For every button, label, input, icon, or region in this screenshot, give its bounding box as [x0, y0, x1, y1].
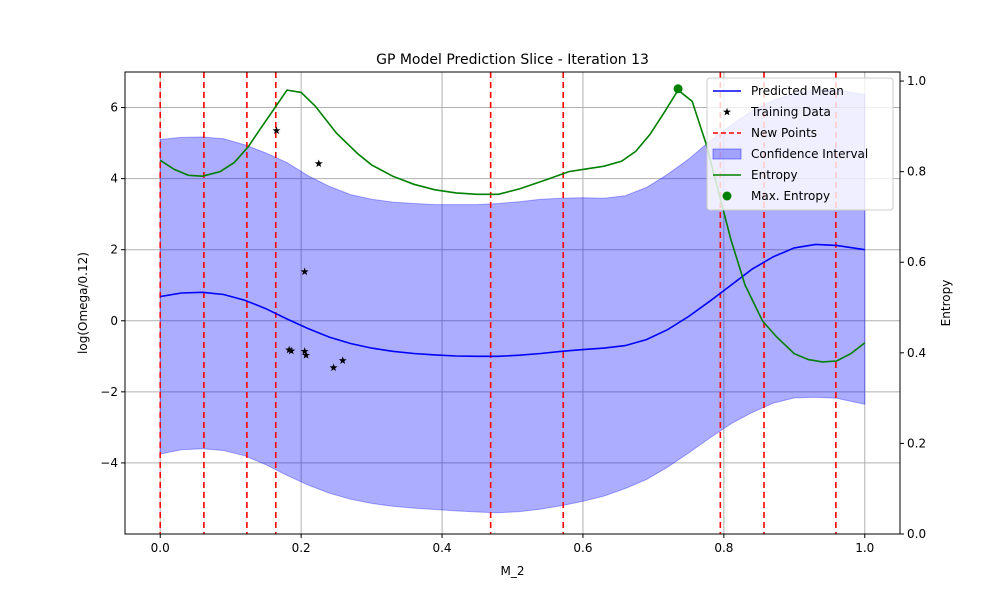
training-data-point — [285, 345, 294, 354]
x-tick-label: 1.0 — [855, 541, 874, 555]
x-tick-label: 0.6 — [573, 541, 592, 555]
x-tick-label: 0.0 — [151, 541, 170, 555]
x-tick-label: 0.8 — [714, 541, 733, 555]
y2-tick-label: 0.2 — [907, 436, 926, 450]
training-data-point — [300, 267, 309, 276]
y2-tick-label: 0.6 — [907, 255, 926, 269]
x-tick-label: 0.2 — [292, 541, 311, 555]
confidence-band-layer — [159, 89, 866, 514]
legend-label: Predicted Mean — [751, 84, 844, 98]
new-points-layer — [159, 72, 837, 534]
y-axis-label: log(Omega/0.12) — [76, 252, 90, 354]
y-tick-label: 2 — [110, 243, 118, 257]
legend-swatch-dot — [722, 191, 732, 201]
predicted-mean-line — [160, 243, 865, 358]
legend-label: Max. Entropy — [751, 189, 830, 203]
training-data-point — [272, 126, 281, 135]
legend-swatch-patch — [712, 148, 742, 160]
axis-ticks: 0.0 0.2 0.4 0.6 0.8 1.0 −4 −2 0 2 4 6 0.0 0.2 0.4 0.6 0.… — [100, 74, 926, 555]
training-data-point — [302, 351, 311, 359]
y2-tick-label: 0.8 — [907, 165, 926, 179]
y-tick-label: 6 — [110, 101, 118, 115]
x-axis-label: M_2 — [501, 564, 525, 578]
plot-frame — [124, 71, 901, 535]
y2-tick-label: 1.0 — [907, 74, 926, 88]
legend-label: Confidence Interval — [751, 147, 868, 161]
y-tick-label: −4 — [100, 456, 118, 470]
entropy-layer — [159, 84, 866, 363]
legend: Predicted Mean Training Data New Points Con… — [706, 77, 894, 211]
training-data-point — [287, 346, 296, 355]
y2-tick-label: 0.0 — [907, 527, 926, 541]
y-tick-label: −2 — [100, 385, 118, 399]
legend-box — [706, 77, 894, 211]
y-tick-label: 0 — [110, 314, 118, 328]
y2-tick-label: 0.4 — [907, 346, 926, 360]
legend-swatch-star — [723, 107, 731, 116]
confidence-interval-band — [159, 89, 866, 514]
training-data-point — [314, 159, 323, 168]
entropy-line — [159, 88, 866, 363]
max-entropy-point — [673, 84, 683, 94]
y2-axis-label: Entropy — [939, 280, 953, 327]
legend-label: Entropy — [751, 168, 798, 182]
training-data-layer — [272, 126, 347, 372]
training-data-point — [300, 347, 309, 355]
legend-label: New Points — [751, 126, 817, 140]
legend-label: Training Data — [750, 105, 831, 119]
x-tick-label: 0.4 — [432, 541, 451, 555]
training-data-point — [338, 356, 347, 364]
chart-title: GP Model Prediction Slice - Iteration 13 — [376, 52, 649, 68]
predicted-mean-layer — [160, 243, 865, 358]
y-tick-label: 4 — [110, 172, 118, 186]
training-data-point — [329, 363, 338, 372]
